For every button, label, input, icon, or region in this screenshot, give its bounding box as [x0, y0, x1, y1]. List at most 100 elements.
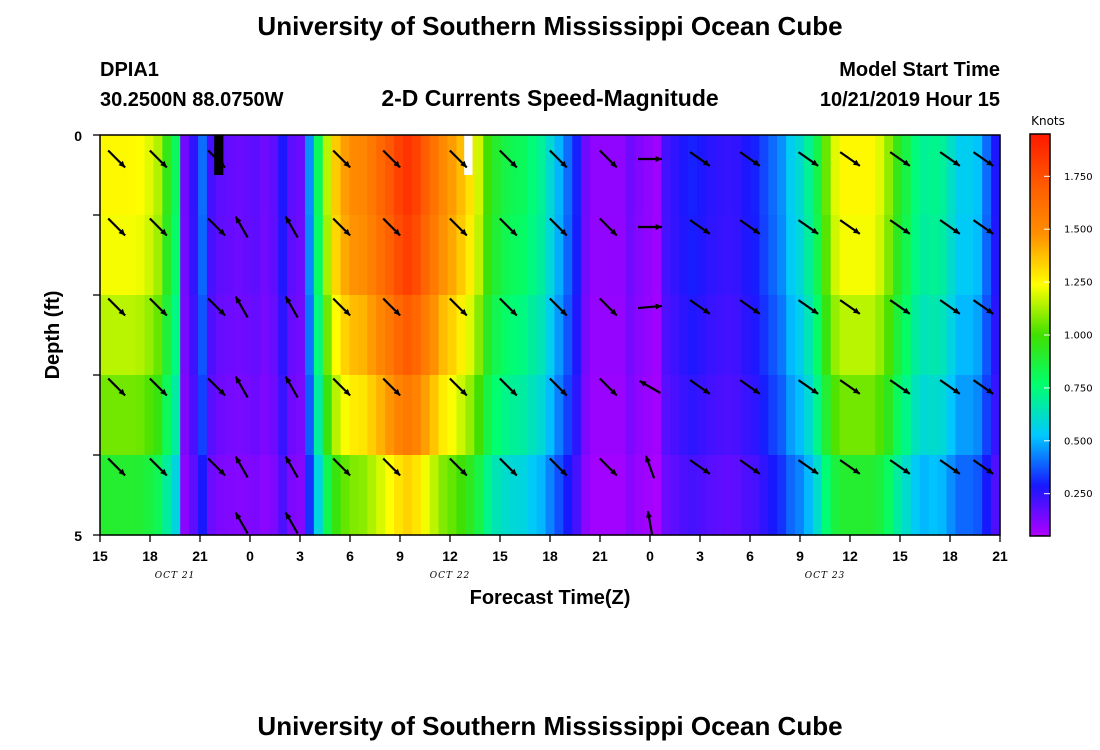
heatmap-cell [251, 215, 261, 296]
heatmap-cell [198, 375, 208, 456]
heatmap-cell [572, 295, 582, 376]
heatmap-cell [670, 455, 680, 536]
colorbar-tick-label: 0.750 [1064, 383, 1093, 394]
heatmap-cell [777, 455, 787, 536]
heatmap-cell [964, 215, 974, 296]
heatmap-cell [786, 455, 796, 536]
current-vector [107, 297, 126, 317]
heatmap-cell [385, 455, 395, 536]
heatmap-cell [180, 135, 190, 216]
heatmap-cell [135, 375, 146, 456]
heatmap-cell [848, 375, 859, 456]
heatmap-cell [296, 295, 306, 376]
heatmap-cell [928, 135, 939, 216]
heatmap-cell [358, 135, 368, 216]
masked-cell [214, 135, 224, 175]
heatmap-cell [251, 455, 261, 536]
colorbar-tick-label: 0.250 [1064, 489, 1093, 500]
heatmap-cell [376, 215, 386, 296]
heatmap-cell [331, 135, 342, 216]
heatmap-cell [875, 375, 885, 456]
heatmap-cell [313, 215, 324, 296]
heatmap [100, 135, 1001, 536]
heatmap-cell [331, 455, 342, 536]
heatmap-cell [910, 455, 921, 536]
heatmap-cell [411, 215, 422, 296]
heatmap-cell [714, 295, 725, 376]
heatmap-cell [688, 215, 698, 296]
heatmap-cell [732, 135, 743, 216]
heatmap-cell [661, 455, 671, 536]
heatmap-cell [100, 295, 110, 376]
heatmap-cell [126, 455, 137, 536]
heatmap-cell [795, 375, 805, 456]
heatmap-cell [215, 135, 226, 216]
current-vector [689, 219, 711, 235]
heatmap-cell [135, 135, 146, 216]
heatmap-cell [296, 455, 306, 536]
heatmap-cell [269, 455, 279, 536]
heatmap-cell [901, 135, 912, 216]
heatmap-cell [108, 375, 119, 456]
heatmap-cell [893, 455, 903, 536]
x-axis-ticks [99, 535, 1001, 542]
heatmap-cell [812, 215, 823, 296]
heatmap-cell [198, 295, 208, 376]
heatmap-cell [358, 455, 368, 536]
heatmap-cell [875, 135, 885, 216]
heatmap-cell [260, 215, 270, 296]
heatmap-cell [652, 215, 662, 296]
heatmap-cell [625, 455, 636, 536]
current-vector [207, 217, 226, 237]
heatmap-cell [447, 295, 458, 376]
heatmap-cell [180, 455, 190, 536]
current-vector [939, 299, 961, 315]
heatmap-cell [411, 375, 422, 456]
heatmap-cell [117, 135, 128, 216]
heatmap-cell [839, 215, 850, 296]
heatmap-cell [946, 375, 957, 456]
heatmap-cell [304, 135, 315, 216]
current-vector [972, 379, 994, 395]
heatmap-cell [875, 295, 885, 376]
heatmap-cell [483, 295, 493, 376]
heatmap-cell [189, 455, 199, 536]
heatmap-cell [875, 455, 885, 536]
heatmap-cell [679, 135, 689, 216]
current-vector [839, 459, 861, 475]
heatmap-cell [830, 135, 841, 216]
heatmap-cell [438, 375, 449, 456]
heatmap-cell [982, 215, 992, 296]
heatmap-cell [795, 455, 805, 536]
chart-title: University of Southern Mississippi Ocean… [257, 11, 842, 41]
heatmap-cell [518, 295, 529, 376]
current-vector [382, 217, 401, 237]
heatmap-cell [848, 455, 859, 536]
x-tick-label: 9 [796, 548, 804, 564]
heatmap-cell [376, 135, 386, 216]
heatmap-cell [572, 135, 582, 216]
heatmap-cell [518, 215, 529, 296]
heatmap-cell [893, 215, 903, 296]
heatmap-cell [786, 295, 796, 376]
heatmap-cell [928, 295, 939, 376]
heatmap-cell [429, 455, 440, 536]
x-tick-label: 18 [542, 548, 558, 564]
heatmap-cell [714, 455, 725, 536]
heatmap-cell [447, 135, 458, 216]
heatmap-cell [545, 215, 556, 296]
current-vector [549, 217, 568, 237]
current-vector [284, 376, 299, 398]
heatmap-cell [340, 295, 351, 376]
heatmap-cell [812, 295, 823, 376]
heatmap-cell [483, 215, 493, 296]
current-vector [739, 219, 761, 235]
current-vector [549, 297, 568, 317]
heatmap-cell [679, 455, 689, 536]
heatmap-cell [367, 295, 377, 376]
heatmap-cell [100, 375, 110, 456]
current-vector [972, 219, 994, 235]
current-vectors [107, 149, 994, 536]
heatmap-cell [928, 375, 939, 456]
current-vector [207, 297, 226, 317]
